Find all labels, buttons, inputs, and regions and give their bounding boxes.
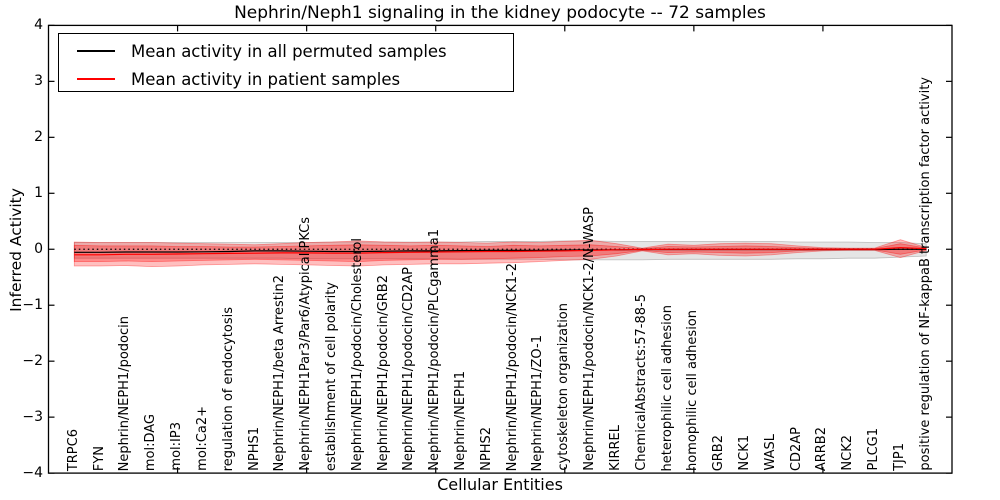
y-tick-label: 3 (34, 73, 43, 90)
x-tick-label: cytoskeleton organization (556, 303, 572, 471)
x-tick-label: Nephrin/NEPH1/ZO-1 (530, 334, 546, 471)
x-tick-label: Nephrin/NEPH1/podocin/GRB2 (375, 274, 391, 471)
x-tick-label: TJP1 (891, 443, 907, 471)
x-tick-label: mol:Ca2+ (194, 406, 210, 471)
x-tick-label: TRPC6 (65, 428, 81, 471)
x-tick-label: Nephrin/NEPH1 (453, 371, 469, 471)
x-tick-label: Nephrin/NEPH1/podocin/Cholesterol (349, 237, 365, 471)
y-tick-label: −4 (22, 465, 43, 482)
x-tick-label: establishment of cell polarity (323, 281, 339, 471)
y-tick-label: 0 (34, 241, 43, 258)
y-tick-label: 2 (34, 129, 43, 146)
x-tick-label: regulation of endocytosis (220, 306, 236, 471)
y-tick-label: −2 (22, 353, 43, 370)
x-tick-label: NPHS1 (246, 427, 262, 471)
x-tick-label: Nephrin/NEPH1/podocin (117, 315, 133, 471)
x-tick-label: homophilic cell adhesion (685, 310, 701, 471)
x-tick-label: mol:IP3 (169, 422, 185, 471)
patient-samples-range-outer-band (73, 239, 927, 268)
legend-entry-patient: Mean activity in patient samples (59, 67, 400, 91)
x-tick-label: WASL (762, 434, 778, 471)
x-tick-label: Nephrin/NEPH1/podocin/NCK1-2/N-WASP (582, 207, 598, 471)
x-axis-label: Cellular Entities (437, 475, 563, 494)
x-tick-label: Nephrin/NEPH1/podocin/PLCgamma1 (427, 229, 443, 471)
legend-label-permuted: Mean activity in all permuted samples (131, 41, 447, 61)
x-tick-label: FYN (91, 445, 107, 471)
patient-line-swatch (77, 78, 115, 80)
y-tick-label: −1 (22, 297, 43, 314)
y-tick-label: 4 (34, 17, 43, 34)
chart-title: Nephrin/Neph1 signaling in the kidney po… (234, 3, 766, 23)
legend-label-patient: Mean activity in patient samples (131, 69, 401, 89)
legend-box: Mean activity in all permuted samples Me… (58, 33, 514, 92)
x-tick-label: ARRB2 (814, 426, 830, 471)
y-tick-label: −3 (22, 409, 43, 426)
x-tick-label: NPHS2 (478, 427, 494, 471)
x-tick-label: GRB2 (711, 434, 727, 471)
x-tick-label: Nephrin/NEPH1Par3/Par6/Atypical PKCs (298, 217, 314, 471)
x-tick-label: KIRREL (607, 425, 623, 471)
x-tick-label: positive regulation of NF-kappaB transcr… (917, 77, 933, 471)
x-tick-label: Nephrin/NEPH1/beta Arrestin2 (272, 274, 288, 472)
patient-mean-line (74, 246, 927, 256)
permuted-line-swatch (77, 50, 115, 52)
x-tick-label: NCK1 (736, 435, 752, 471)
x-tick-label: ChemicalAbstracts:57-88-5 (633, 294, 649, 471)
x-tick-label: PLCG1 (866, 428, 882, 471)
legend-entry-permuted: Mean activity in all permuted samples (59, 39, 447, 63)
x-tick-label: Nephrin/NEPH1/podocin/CD2AP (401, 267, 417, 471)
x-tick-label: CD2AP (788, 426, 804, 471)
x-tick-label: Nephrin/NEPH1/podocin/NCK1-2 (504, 262, 520, 471)
x-tick-label: mol:DAG (143, 413, 159, 471)
y-tick-label: 1 (34, 185, 43, 202)
x-tick-label: heterophilic cell adhesion (659, 304, 675, 472)
x-tick-label: NCK2 (840, 435, 856, 471)
